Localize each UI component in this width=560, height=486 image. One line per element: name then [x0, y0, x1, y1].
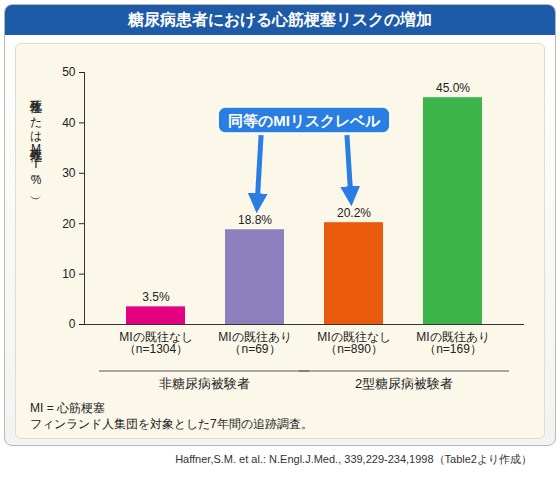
svg-text:MIの既往あり（n=69）: MIの既往あり（n=69） — [218, 330, 291, 356]
html-text:MI = 心筋梗塞: MI = 心筋梗塞 — [30, 401, 105, 415]
svg-text:20.2%: 20.2% — [337, 206, 371, 220]
html-text:フィンランド人集団を対象とした7年間の追跡調査。: フィンランド人集団を対象とした7年間の追跡調査。 — [30, 417, 313, 431]
html-text:致死性または非致死性MI（%）: 致死性または非致死性MI（%） — [29, 90, 43, 189]
svg-text:2型糖尿病被験者: 2型糖尿病被験者 — [355, 376, 453, 391]
svg-text:18.8%: 18.8% — [238, 213, 272, 227]
svg-text:0: 0 — [69, 317, 76, 331]
html-text:糖尿病患者における心筋梗塞リスクの増加: 糖尿病患者における心筋梗塞リスクの増加 — [128, 11, 432, 28]
svg-text:MIの既往なし（n=1304）: MIの既往なし（n=1304） — [119, 330, 192, 356]
svg-text:40: 40 — [62, 116, 76, 130]
svg-text:50: 50 — [62, 65, 76, 79]
svg-text:30: 30 — [62, 166, 76, 180]
svg-text:MIの既往あり（n=169）: MIの既往あり（n=169） — [416, 330, 489, 356]
svg-text:20: 20 — [62, 217, 76, 231]
svg-text:同等のMIリスクレベル: 同等のMIリスクレベル — [228, 112, 381, 129]
svg-text:3.5%: 3.5% — [142, 290, 170, 304]
svg-text:45.0%: 45.0% — [436, 81, 470, 95]
svg-text:10: 10 — [62, 267, 76, 281]
svg-text:非糖尿病被験者: 非糖尿病被験者 — [159, 376, 250, 391]
svg-text:MIの既往なし（n=890）: MIの既往なし（n=890） — [317, 330, 390, 356]
html-text:Haffner,S.M. et al.: N.Engl.J.: Haffner,S.M. et al.: N.Engl.J.Med., 339,… — [175, 453, 532, 465]
